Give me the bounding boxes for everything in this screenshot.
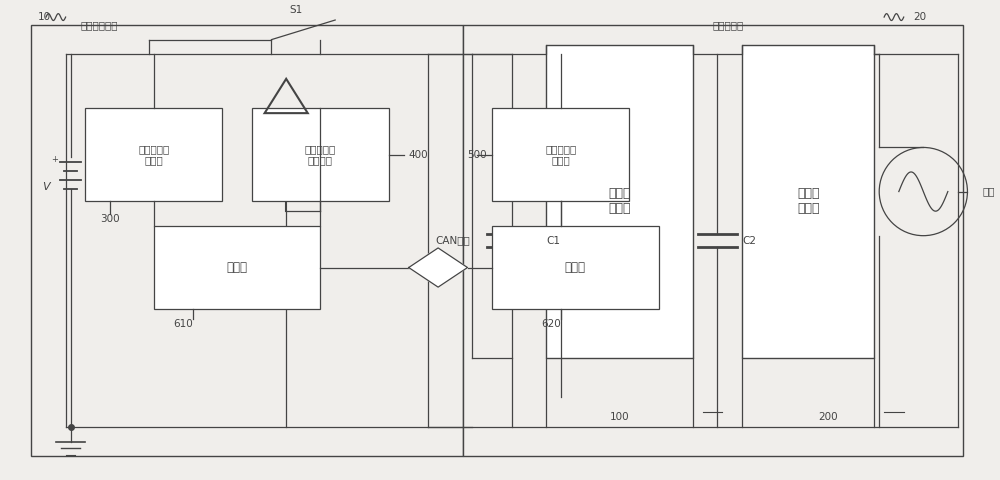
Text: 300: 300 [100,214,120,224]
Text: V: V [42,181,50,192]
Text: 500: 500 [467,150,487,160]
Text: 电池电压检
测电路: 电池电压检 测电路 [138,144,169,166]
Bar [546,45,693,358]
Bar [154,226,320,309]
Text: 市电: 市电 [982,187,995,197]
Text: 20: 20 [914,12,927,22]
Text: 100: 100 [610,412,629,422]
Bar [742,45,874,358]
Text: 输出继电器
控制电路: 输出继电器 控制电路 [305,144,336,166]
Text: C1: C1 [546,236,560,246]
Text: 200: 200 [818,412,838,422]
Text: 电池管理系统: 电池管理系统 [80,20,118,30]
Bar [463,25,963,456]
Bar [492,108,629,202]
Text: 400: 400 [409,150,428,160]
Text: S1: S1 [289,5,303,15]
Text: 控制器: 控制器 [227,261,248,274]
Text: 610: 610 [173,319,193,329]
Text: +: + [51,155,58,164]
Text: 整流电
路模块: 整流电 路模块 [797,187,819,216]
Text: 车载充电机: 车载充电机 [713,20,744,30]
Text: 输出电压检
测电路: 输出电压检 测电路 [545,144,576,166]
Text: 620: 620 [541,319,561,329]
Text: 10: 10 [38,12,51,22]
Bar [31,25,463,456]
Bar [85,108,222,202]
Text: CAN通讯: CAN通讯 [435,235,470,245]
Bar [492,226,659,309]
Text: C2: C2 [742,236,756,246]
Text: 控制器: 控制器 [565,261,586,274]
Text: 直流电
源模块: 直流电 源模块 [608,187,631,216]
Bar [252,108,389,202]
Polygon shape [409,248,468,287]
